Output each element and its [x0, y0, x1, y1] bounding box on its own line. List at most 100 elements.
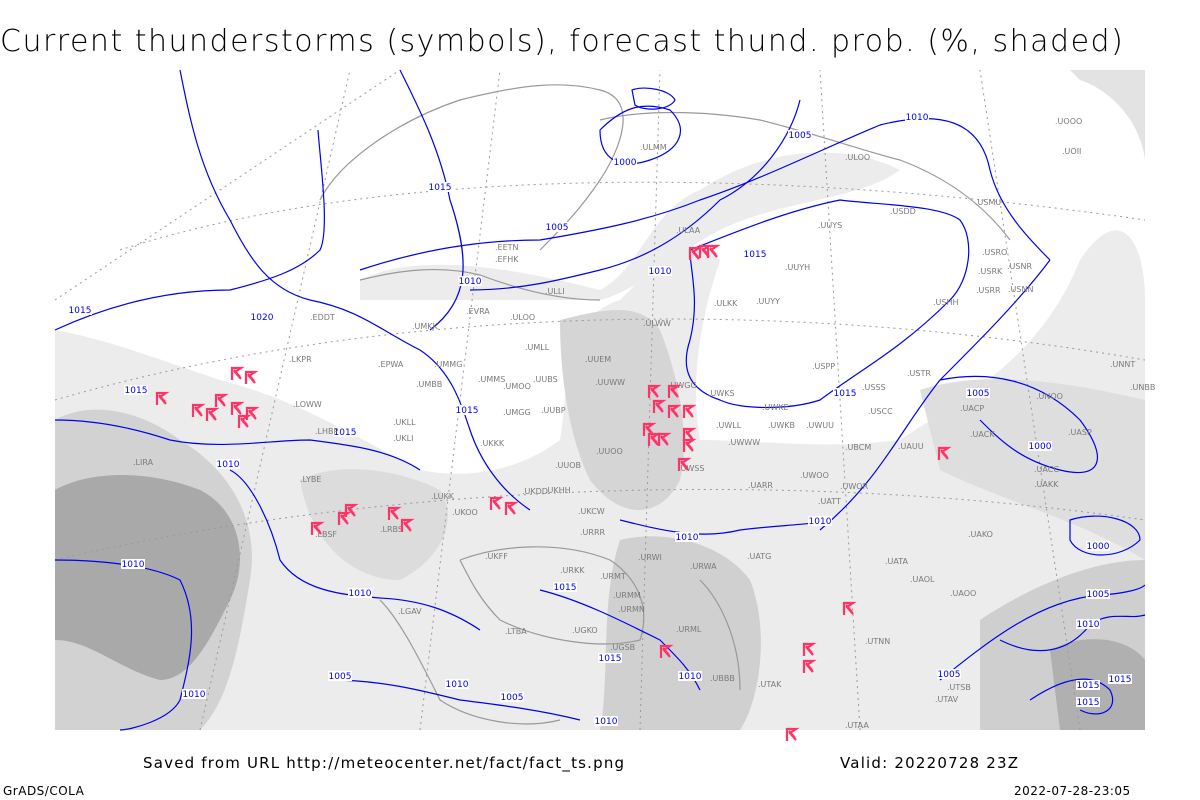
station-label: .LBSF — [315, 530, 337, 539]
isobar-label: 1005 — [546, 223, 569, 233]
isobar-label-bg — [598, 653, 622, 663]
thunderstorm-flag-icon — [344, 503, 359, 517]
station-label: .UKHH — [545, 486, 571, 495]
isobar-label-bg — [1028, 441, 1052, 451]
station-label: .URKK — [560, 566, 585, 575]
thunderstorm-flag-icon — [937, 446, 952, 460]
station-label: .LOWW — [293, 400, 322, 409]
isobar-label: 1015 — [1077, 698, 1100, 708]
isobar-label-bg — [333, 427, 357, 437]
station-label: .UBCM — [845, 443, 871, 452]
isobar-label: 1005 — [789, 131, 812, 141]
station-label: .UNOO — [1036, 392, 1063, 401]
thunderstorm-flag-icon — [667, 384, 682, 398]
station-label: .URMN — [618, 605, 645, 614]
station-label: .UUBP — [541, 406, 566, 415]
isobar-label-bg — [1108, 674, 1132, 684]
thunderstorm-flag-icon — [802, 659, 817, 673]
station-label: .UAKK — [1034, 480, 1059, 489]
isobar-label-bg — [1076, 619, 1100, 629]
isobar-label: 1010 — [349, 589, 372, 599]
station-label: .UATG — [747, 552, 771, 561]
isobar-label-bg — [1086, 589, 1110, 599]
isobar-label: 1000 — [1087, 542, 1110, 552]
thunderstorm-flag-icon — [310, 521, 325, 535]
isobar-label-bg — [613, 157, 637, 167]
station-label: .UACC — [1034, 465, 1059, 474]
station-label: .URWA — [690, 562, 717, 571]
isobar-label: 1015 — [554, 583, 577, 593]
station-label: .USCC — [868, 407, 893, 416]
isobar-label: 1015 — [1109, 675, 1132, 685]
isobar-label-bg — [68, 305, 92, 315]
isobar-label-bg — [121, 559, 145, 569]
station-label: .UWUU — [806, 421, 834, 430]
station-label: .UUEM — [585, 355, 611, 364]
isobar-label-bg — [594, 716, 618, 726]
graticule — [54, 69, 1146, 731]
station-label: .UKOO — [452, 508, 478, 517]
station-label: .UKFF — [485, 552, 508, 561]
station-label: .UUBS — [533, 375, 558, 384]
station-label: .USNN — [1008, 285, 1033, 294]
station-label: .EDDT — [310, 313, 335, 322]
station-label: .URRR — [580, 528, 606, 537]
station-label: .UMGG — [503, 408, 531, 417]
station-label: .UATT — [818, 497, 841, 506]
station-label: .LHBP — [315, 427, 339, 436]
station-label: .UWWW — [728, 438, 760, 447]
station-label: .URMT — [600, 572, 626, 581]
station-label: .UMMG — [434, 360, 462, 369]
thunderstorm-flag-icon — [677, 457, 692, 471]
station-label: .UNBB — [1130, 383, 1155, 392]
station-label: .ULKK — [714, 299, 738, 308]
isobar-label: 1015 — [125, 386, 148, 396]
isobar-label: 1015 — [456, 406, 479, 416]
station-label: .UWLL — [716, 421, 742, 430]
station-label: .UBBB — [710, 674, 735, 683]
station-label: .UACP — [960, 404, 984, 413]
isobar-label: 1015 — [69, 306, 92, 316]
station-label: .UARR — [748, 481, 773, 490]
station-label: .EVRA — [466, 307, 490, 316]
station-label: .UAUU — [898, 442, 924, 451]
isobar-label: 1005 — [1087, 590, 1110, 600]
station-label: .UWGG — [668, 381, 697, 390]
isobar-label-bg — [250, 312, 274, 322]
thunderstorm-flag-icon — [785, 727, 800, 741]
thunderstorm-flag-icon — [504, 501, 519, 515]
isobar-label-bg — [966, 388, 990, 398]
isobar-label: 1015 — [744, 250, 767, 260]
station-label: .UTNN — [865, 637, 890, 646]
station-label: .UWSS — [678, 464, 704, 473]
thunderstorm-flag-icon — [706, 244, 721, 258]
isobar-label: 1010 — [122, 560, 145, 570]
isobar-label: 1010 — [809, 517, 832, 527]
station-label: .LRBS — [380, 525, 403, 534]
station-label: .UTAA — [845, 721, 869, 730]
thunderstorm-flag-icon — [682, 404, 697, 418]
station-label: .UKLL — [393, 418, 416, 427]
isobar-label: 1015 — [334, 428, 357, 438]
station-label: .ULOO — [845, 153, 870, 162]
thunderstorm-flag-icon — [191, 403, 206, 417]
station-label: .UATA — [885, 557, 909, 566]
isobar-label: 1010 — [183, 690, 206, 700]
isobar-label-bg — [445, 679, 469, 689]
isobar-label-bg — [553, 582, 577, 592]
station-label: .USRR — [976, 286, 1001, 295]
thunderstorm-flag-icon — [659, 644, 674, 658]
software-credit: GrADS/COLA — [3, 784, 85, 798]
station-label: .UUYS — [818, 221, 842, 230]
isobar-label: 1015 — [599, 654, 622, 664]
station-label: .USHH — [933, 298, 959, 307]
station-label: .USRO — [982, 248, 1007, 257]
station-label: .UGKO — [572, 626, 598, 635]
station-label: .UKDD — [522, 487, 548, 496]
thunderstorm-flag-icon — [842, 601, 857, 615]
station-label: .UWKB — [768, 421, 795, 430]
thunderstorm-symbols — [155, 244, 952, 741]
station-label: .ULLI — [545, 287, 565, 296]
station-label: .EETN — [495, 243, 519, 252]
